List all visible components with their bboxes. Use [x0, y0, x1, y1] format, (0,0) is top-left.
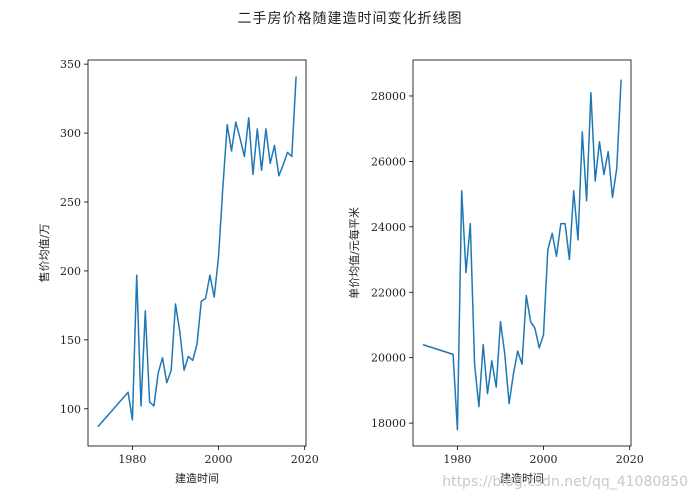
chart-2-y-tick-label: 18000	[371, 417, 406, 430]
chart-1-axes-frame	[87, 59, 307, 447]
chart-2-y-axis-label: 单价均值/元每平米	[347, 207, 361, 299]
chart-1-panel: 1980 2000 2020 100 150 200 250 300 350 建造时间 售价均值/万	[37, 58, 319, 485]
chart-1-y-tick-label: 250	[60, 196, 81, 209]
chart-2-y-tick-label: 20000	[371, 352, 406, 365]
chart-1-y-tick-label: 100	[60, 403, 81, 416]
chart-1-y-tick-label: 200	[60, 265, 81, 278]
chart-2-series-line	[422, 79, 622, 431]
chart-2-y-tick-label: 22000	[371, 286, 406, 299]
watermark: https://blog.csdn.net/qq_41080850	[442, 474, 688, 490]
chart-2-y-tick-label: 26000	[371, 155, 406, 168]
chart-2-panel: 1980 2000 2020 18000 20000 22000 24000 26000 280…	[347, 59, 644, 485]
chart-1-y-tick-label: 150	[60, 334, 81, 347]
chart-1-x-tick-label: 2000	[205, 453, 233, 466]
chart-1-x-tick-label: 2020	[291, 453, 319, 466]
chart-1-x-tick-label: 1980	[118, 453, 146, 466]
chart-1-y-axis-label: 售价均值/万	[37, 224, 51, 283]
chart-2-x-tick-label: 2020	[616, 453, 644, 466]
chart-2-y-tick-label: 24000	[371, 221, 406, 234]
chart-1-x-axis-label: 建造时间	[175, 471, 219, 485]
chart-2-axes-frame	[412, 59, 632, 447]
figure-title: 二手房价格随建造时间变化折线图	[237, 11, 463, 27]
chart-1-series-line	[97, 76, 297, 428]
chart-2-x-axis-label: 建造时间	[500, 471, 544, 485]
chart-2-y-tick-label: 28000	[371, 90, 406, 103]
chart-1-y-tick-label: 350	[60, 58, 81, 71]
chart-2-x-tick-label: 2000	[530, 453, 558, 466]
chart-1-y-tick-label: 300	[60, 127, 81, 140]
chart-2-x-tick-label: 1980	[443, 453, 471, 466]
